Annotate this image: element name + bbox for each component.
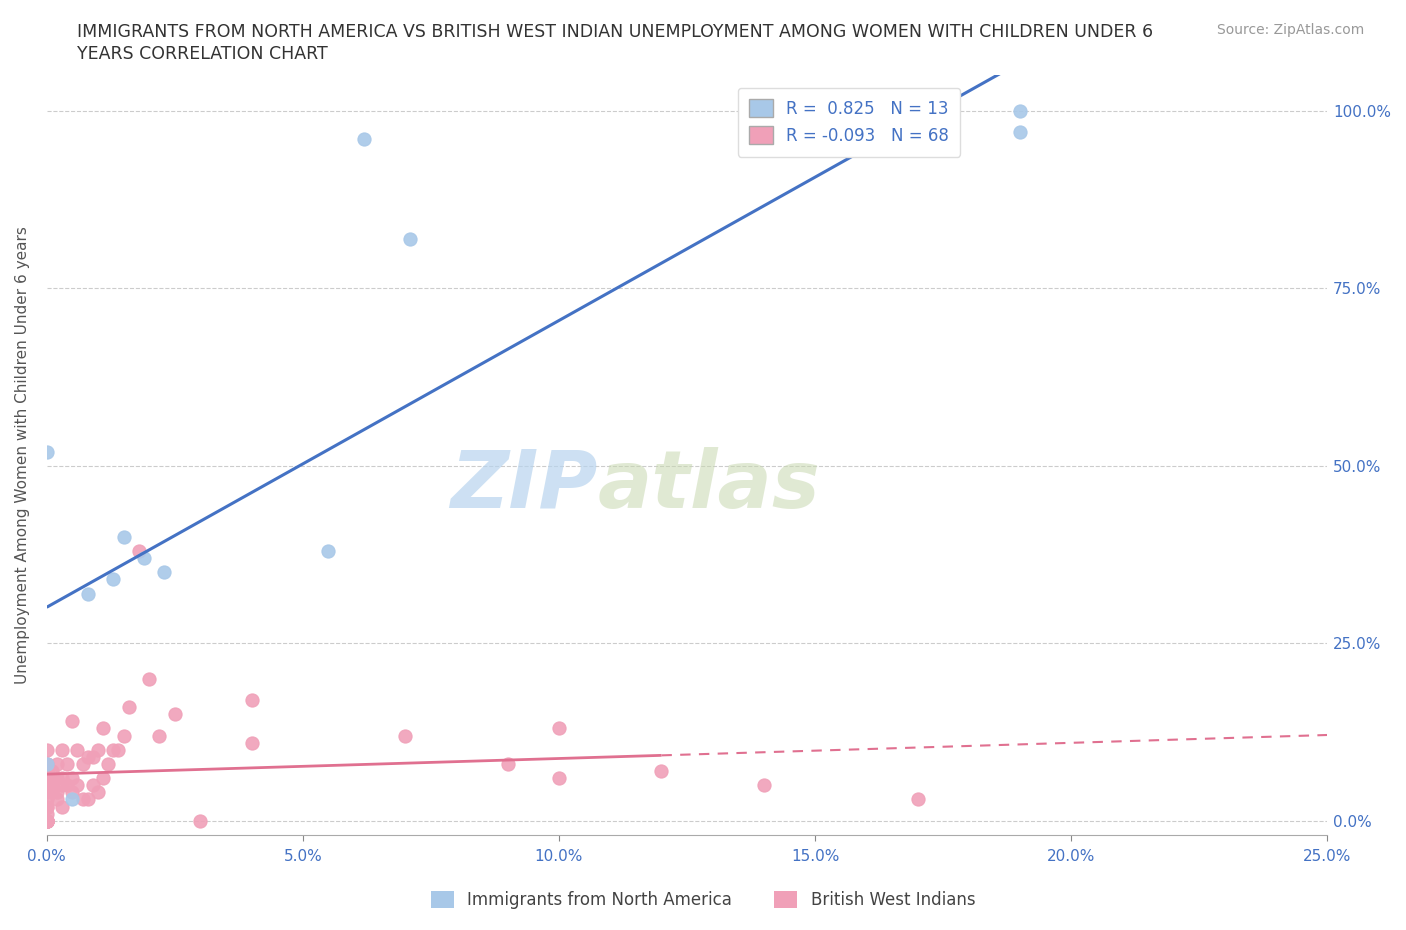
Point bbox=[60, 792, 83, 807]
Point bbox=[91, 721, 114, 736]
Point bbox=[148, 728, 170, 743]
Point bbox=[60, 771, 83, 786]
Point bbox=[60, 714, 83, 729]
Point bbox=[45, 771, 67, 786]
Point bbox=[51, 771, 73, 786]
Point bbox=[907, 792, 929, 807]
Point bbox=[76, 792, 98, 807]
Point bbox=[35, 756, 58, 771]
Point bbox=[51, 777, 73, 792]
Point bbox=[76, 750, 98, 764]
Point bbox=[35, 792, 58, 807]
Point bbox=[72, 792, 94, 807]
Point bbox=[35, 814, 58, 829]
Point bbox=[35, 771, 58, 786]
Point bbox=[51, 799, 73, 814]
Point bbox=[45, 785, 67, 800]
Point bbox=[35, 742, 58, 757]
Point bbox=[35, 764, 58, 778]
Point bbox=[496, 756, 519, 771]
Point bbox=[35, 806, 58, 821]
Point bbox=[548, 771, 571, 786]
Point bbox=[56, 777, 79, 792]
Point bbox=[35, 756, 58, 771]
Point bbox=[35, 445, 58, 459]
Point bbox=[394, 728, 416, 743]
Point bbox=[117, 699, 139, 714]
Point bbox=[128, 544, 150, 559]
Point bbox=[650, 764, 672, 778]
Point bbox=[548, 721, 571, 736]
Point bbox=[35, 785, 58, 800]
Point bbox=[45, 792, 67, 807]
Point bbox=[107, 742, 129, 757]
Point bbox=[35, 771, 58, 786]
Point bbox=[318, 544, 340, 559]
Point bbox=[35, 799, 58, 814]
Point bbox=[76, 586, 98, 601]
Point bbox=[87, 742, 110, 757]
Text: atlas: atlas bbox=[598, 446, 820, 525]
Point bbox=[35, 799, 58, 814]
Point bbox=[45, 756, 67, 771]
Point bbox=[82, 777, 104, 792]
Point bbox=[752, 777, 775, 792]
Point bbox=[1010, 125, 1032, 140]
Y-axis label: Unemployment Among Women with Children Under 6 years: Unemployment Among Women with Children U… bbox=[15, 226, 30, 684]
Point bbox=[35, 777, 58, 792]
Legend: Immigrants from North America, British West Indians: Immigrants from North America, British W… bbox=[422, 883, 984, 917]
Point bbox=[35, 814, 58, 829]
Point bbox=[35, 814, 58, 829]
Point bbox=[82, 750, 104, 764]
Point bbox=[353, 132, 375, 147]
Point bbox=[41, 771, 63, 786]
Point bbox=[112, 529, 135, 544]
Point bbox=[240, 736, 263, 751]
Legend: R =  0.825   N = 13, R = -0.093   N = 68: R = 0.825 N = 13, R = -0.093 N = 68 bbox=[738, 87, 960, 156]
Point bbox=[240, 693, 263, 708]
Point bbox=[51, 742, 73, 757]
Text: Source: ZipAtlas.com: Source: ZipAtlas.com bbox=[1216, 23, 1364, 37]
Point bbox=[60, 785, 83, 800]
Point bbox=[138, 671, 160, 686]
Point bbox=[91, 771, 114, 786]
Point bbox=[103, 572, 125, 587]
Point bbox=[41, 764, 63, 778]
Text: YEARS CORRELATION CHART: YEARS CORRELATION CHART bbox=[77, 45, 328, 62]
Point bbox=[56, 756, 79, 771]
Point bbox=[190, 814, 212, 829]
Point bbox=[41, 785, 63, 800]
Point bbox=[35, 814, 58, 829]
Point bbox=[35, 814, 58, 829]
Point bbox=[35, 756, 58, 771]
Point bbox=[112, 728, 135, 743]
Point bbox=[103, 742, 125, 757]
Text: ZIP: ZIP bbox=[450, 446, 598, 525]
Point bbox=[1010, 103, 1032, 118]
Point bbox=[153, 565, 176, 579]
Point bbox=[35, 814, 58, 829]
Point bbox=[87, 785, 110, 800]
Point bbox=[35, 814, 58, 829]
Point bbox=[97, 756, 120, 771]
Point bbox=[132, 551, 155, 565]
Point bbox=[399, 232, 422, 246]
Point bbox=[66, 777, 89, 792]
Point bbox=[163, 707, 186, 722]
Point bbox=[35, 814, 58, 829]
Point bbox=[66, 742, 89, 757]
Point bbox=[72, 756, 94, 771]
Point bbox=[41, 777, 63, 792]
Text: IMMIGRANTS FROM NORTH AMERICA VS BRITISH WEST INDIAN UNEMPLOYMENT AMONG WOMEN WI: IMMIGRANTS FROM NORTH AMERICA VS BRITISH… bbox=[77, 23, 1153, 41]
